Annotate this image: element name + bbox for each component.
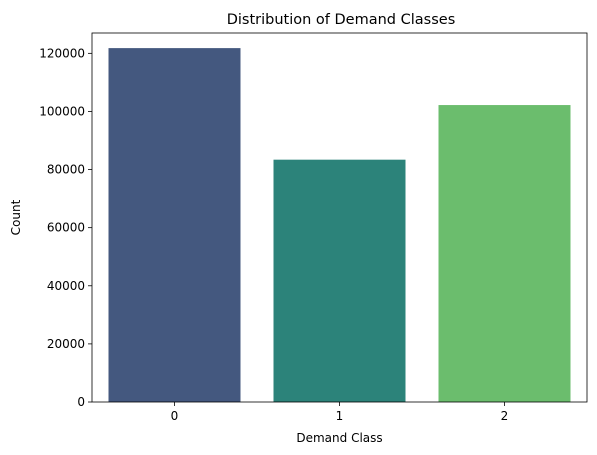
y-axis-label: Count xyxy=(9,199,23,235)
x-axis-ticks: 0 1 2 xyxy=(171,402,509,423)
chart-title: Distribution of Demand Classes xyxy=(227,12,456,28)
x-axis-label: Demand Class xyxy=(296,431,382,445)
x-tick-label: 2 xyxy=(501,409,509,423)
bar-class-0 xyxy=(109,48,241,402)
y-tick-label: 60000 xyxy=(47,221,85,235)
bars-group xyxy=(109,48,571,402)
x-tick-label: 0 xyxy=(171,409,179,423)
y-tick-label: 120000 xyxy=(39,46,85,60)
y-tick-label: 80000 xyxy=(47,163,85,177)
y-axis-ticks: 0 20000 40000 60000 80000 100000 120000 xyxy=(39,46,92,409)
x-tick-label: 1 xyxy=(336,409,344,423)
y-tick-label: 100000 xyxy=(39,104,85,118)
bar-class-2 xyxy=(439,105,571,402)
y-tick-label: 40000 xyxy=(47,279,85,293)
y-tick-label: 0 xyxy=(77,395,85,409)
y-tick-label: 20000 xyxy=(47,337,85,351)
bar-class-1 xyxy=(274,160,406,402)
